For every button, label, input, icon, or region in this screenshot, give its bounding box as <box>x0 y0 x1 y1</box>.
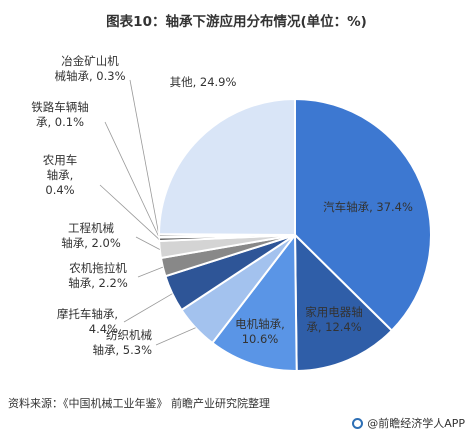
source-note: 资料来源：《中国机械工业年鉴》 前瞻产业研究院整理 <box>8 397 270 410</box>
leader-line-7 <box>99 184 160 240</box>
brand-logo-icon <box>352 417 364 429</box>
data-label-8: 铁路车辆轴承, 0.1% <box>31 100 89 129</box>
data-label-0: 汽车轴承, 37.4% <box>323 200 413 214</box>
leader-line-5 <box>137 266 164 278</box>
data-label-3: 纺织机械轴承, 5.3% <box>92 328 152 357</box>
data-label-10: 其他, 24.9% <box>170 75 237 89</box>
chart-title: 图表10：轴承下游应用分布情况(单位：%) <box>106 14 367 30</box>
leader-line-6 <box>135 236 160 250</box>
data-label-4: 摩托车轴承, 4.4% <box>57 307 118 336</box>
pie-slice-2 <box>210 232 298 372</box>
leader-line-3 <box>155 327 196 346</box>
leader-line-8 <box>104 121 160 238</box>
data-label-7: 农用车轴承, 0.4% <box>43 153 78 197</box>
footer-brand-text: @前瞻经济学人APP <box>367 417 465 430</box>
data-label-5: 农机拖拉机轴承, 2.2% <box>68 261 128 290</box>
data-label-1: 家用电器轴承, 12.4% <box>305 305 363 334</box>
pie-slice-10 <box>157 97 296 237</box>
pie-slice-1 <box>293 232 394 373</box>
pie-slice-0 <box>294 97 432 332</box>
leader-line-9 <box>129 79 160 236</box>
footer-brand: @前瞻经济学人APP <box>352 415 465 431</box>
data-label-2: 电机轴承, 10.6% <box>235 317 285 346</box>
data-label-9: 冶金矿山机械轴承, 0.3% <box>54 54 125 83</box>
leader-line-4 <box>123 293 173 323</box>
data-label-6: 工程机械轴承, 2.0% <box>61 221 121 250</box>
